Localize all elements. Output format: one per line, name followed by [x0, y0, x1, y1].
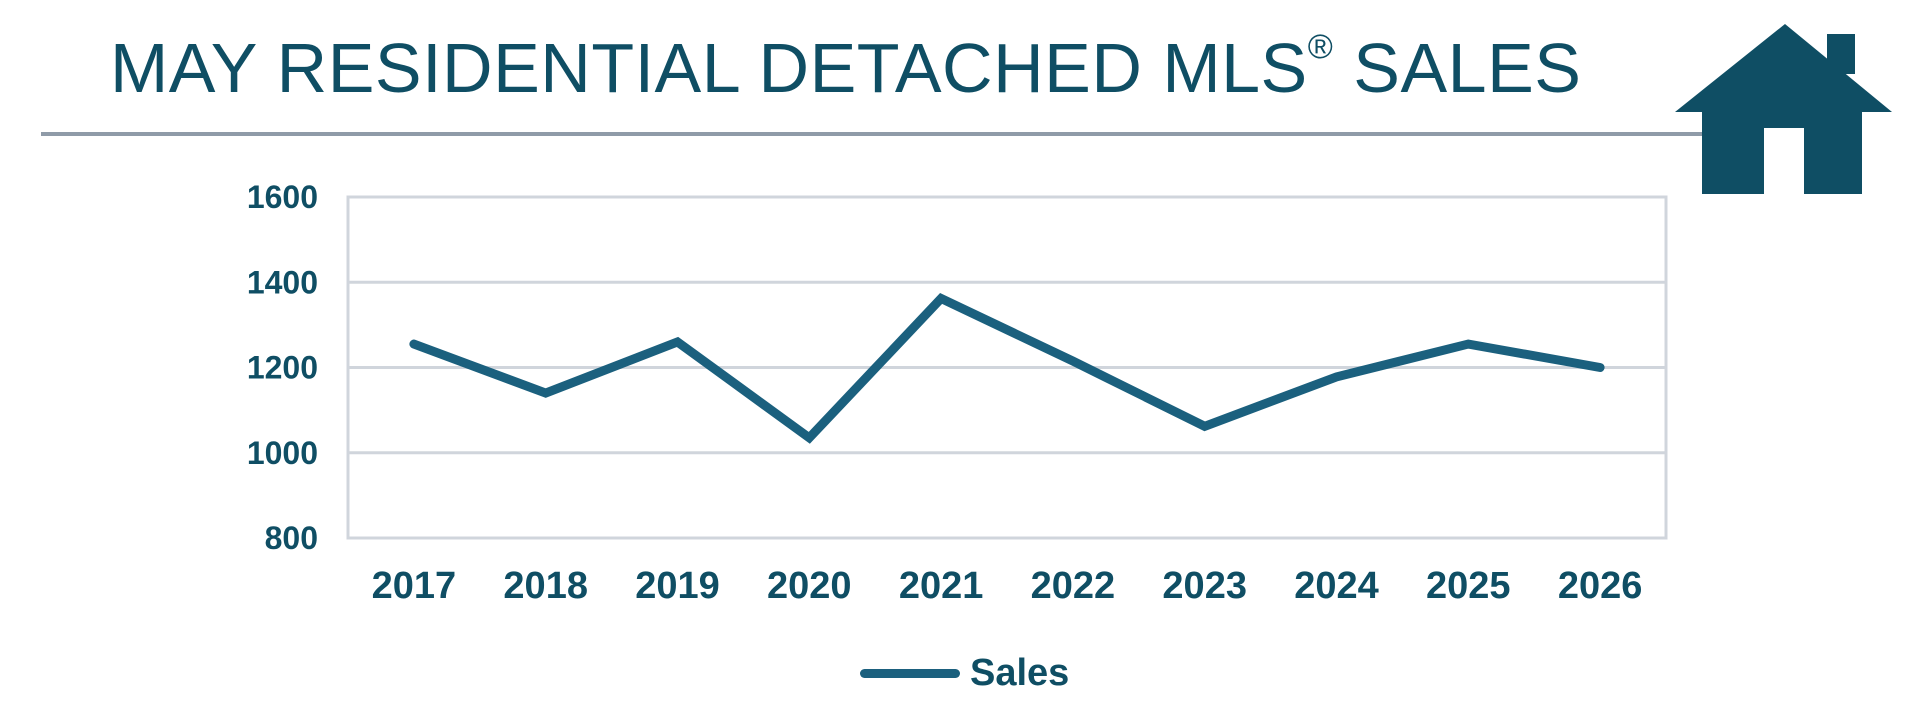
chart-legend: Sales [860, 652, 1069, 695]
legend-swatch [860, 669, 960, 678]
series-line-sales [409, 292, 1605, 444]
data-point [1072, 360, 1074, 362]
data-point [545, 392, 547, 394]
house-icon [1675, 20, 1895, 201]
x-tick-label: 2022 [1031, 565, 1116, 607]
title-tail: SALES [1333, 29, 1582, 107]
chart-grid [346, 195, 1668, 540]
page-title: MAY RESIDENTIAL DETACHED MLS® SALES [110, 28, 1581, 108]
x-tick-label: 2024 [1294, 565, 1379, 607]
x-tick-label: 2017 [372, 565, 457, 607]
x-axis-ticks: 2017 2018 2019 2020 2021 2022 2023 2024 2025 2026 [372, 565, 1643, 607]
title-text: MAY RESIDENTIAL DETACHED MLS [110, 29, 1308, 107]
x-tick-label: 2021 [899, 565, 984, 607]
data-point [1467, 343, 1469, 345]
y-tick-label: 1200 [247, 350, 318, 386]
x-tick-label: 2018 [503, 565, 588, 607]
y-tick-label: 1000 [247, 435, 318, 471]
x-tick-label: 2020 [767, 565, 852, 607]
y-axis-ticks: 800 1000 1200 1400 1600 [247, 179, 318, 556]
x-tick-label: 2023 [1162, 565, 1247, 607]
y-tick-label: 1600 [247, 179, 318, 215]
title-divider [41, 132, 1748, 136]
x-tick-label: 2025 [1426, 565, 1511, 607]
chart-series [409, 292, 1605, 444]
y-tick-label: 800 [265, 520, 318, 556]
data-point [808, 437, 810, 439]
data-point [1204, 425, 1206, 427]
x-tick-label: 2026 [1558, 565, 1643, 607]
data-point [1336, 376, 1337, 378]
y-tick-label: 1400 [247, 264, 318, 300]
data-point [1599, 367, 1601, 368]
legend-label-sales: Sales [970, 652, 1070, 694]
registered-mark: ® [1307, 28, 1334, 66]
x-tick-label: 2019 [635, 565, 720, 607]
data-point [940, 297, 942, 299]
data-point [677, 341, 678, 343]
data-point [413, 343, 415, 345]
